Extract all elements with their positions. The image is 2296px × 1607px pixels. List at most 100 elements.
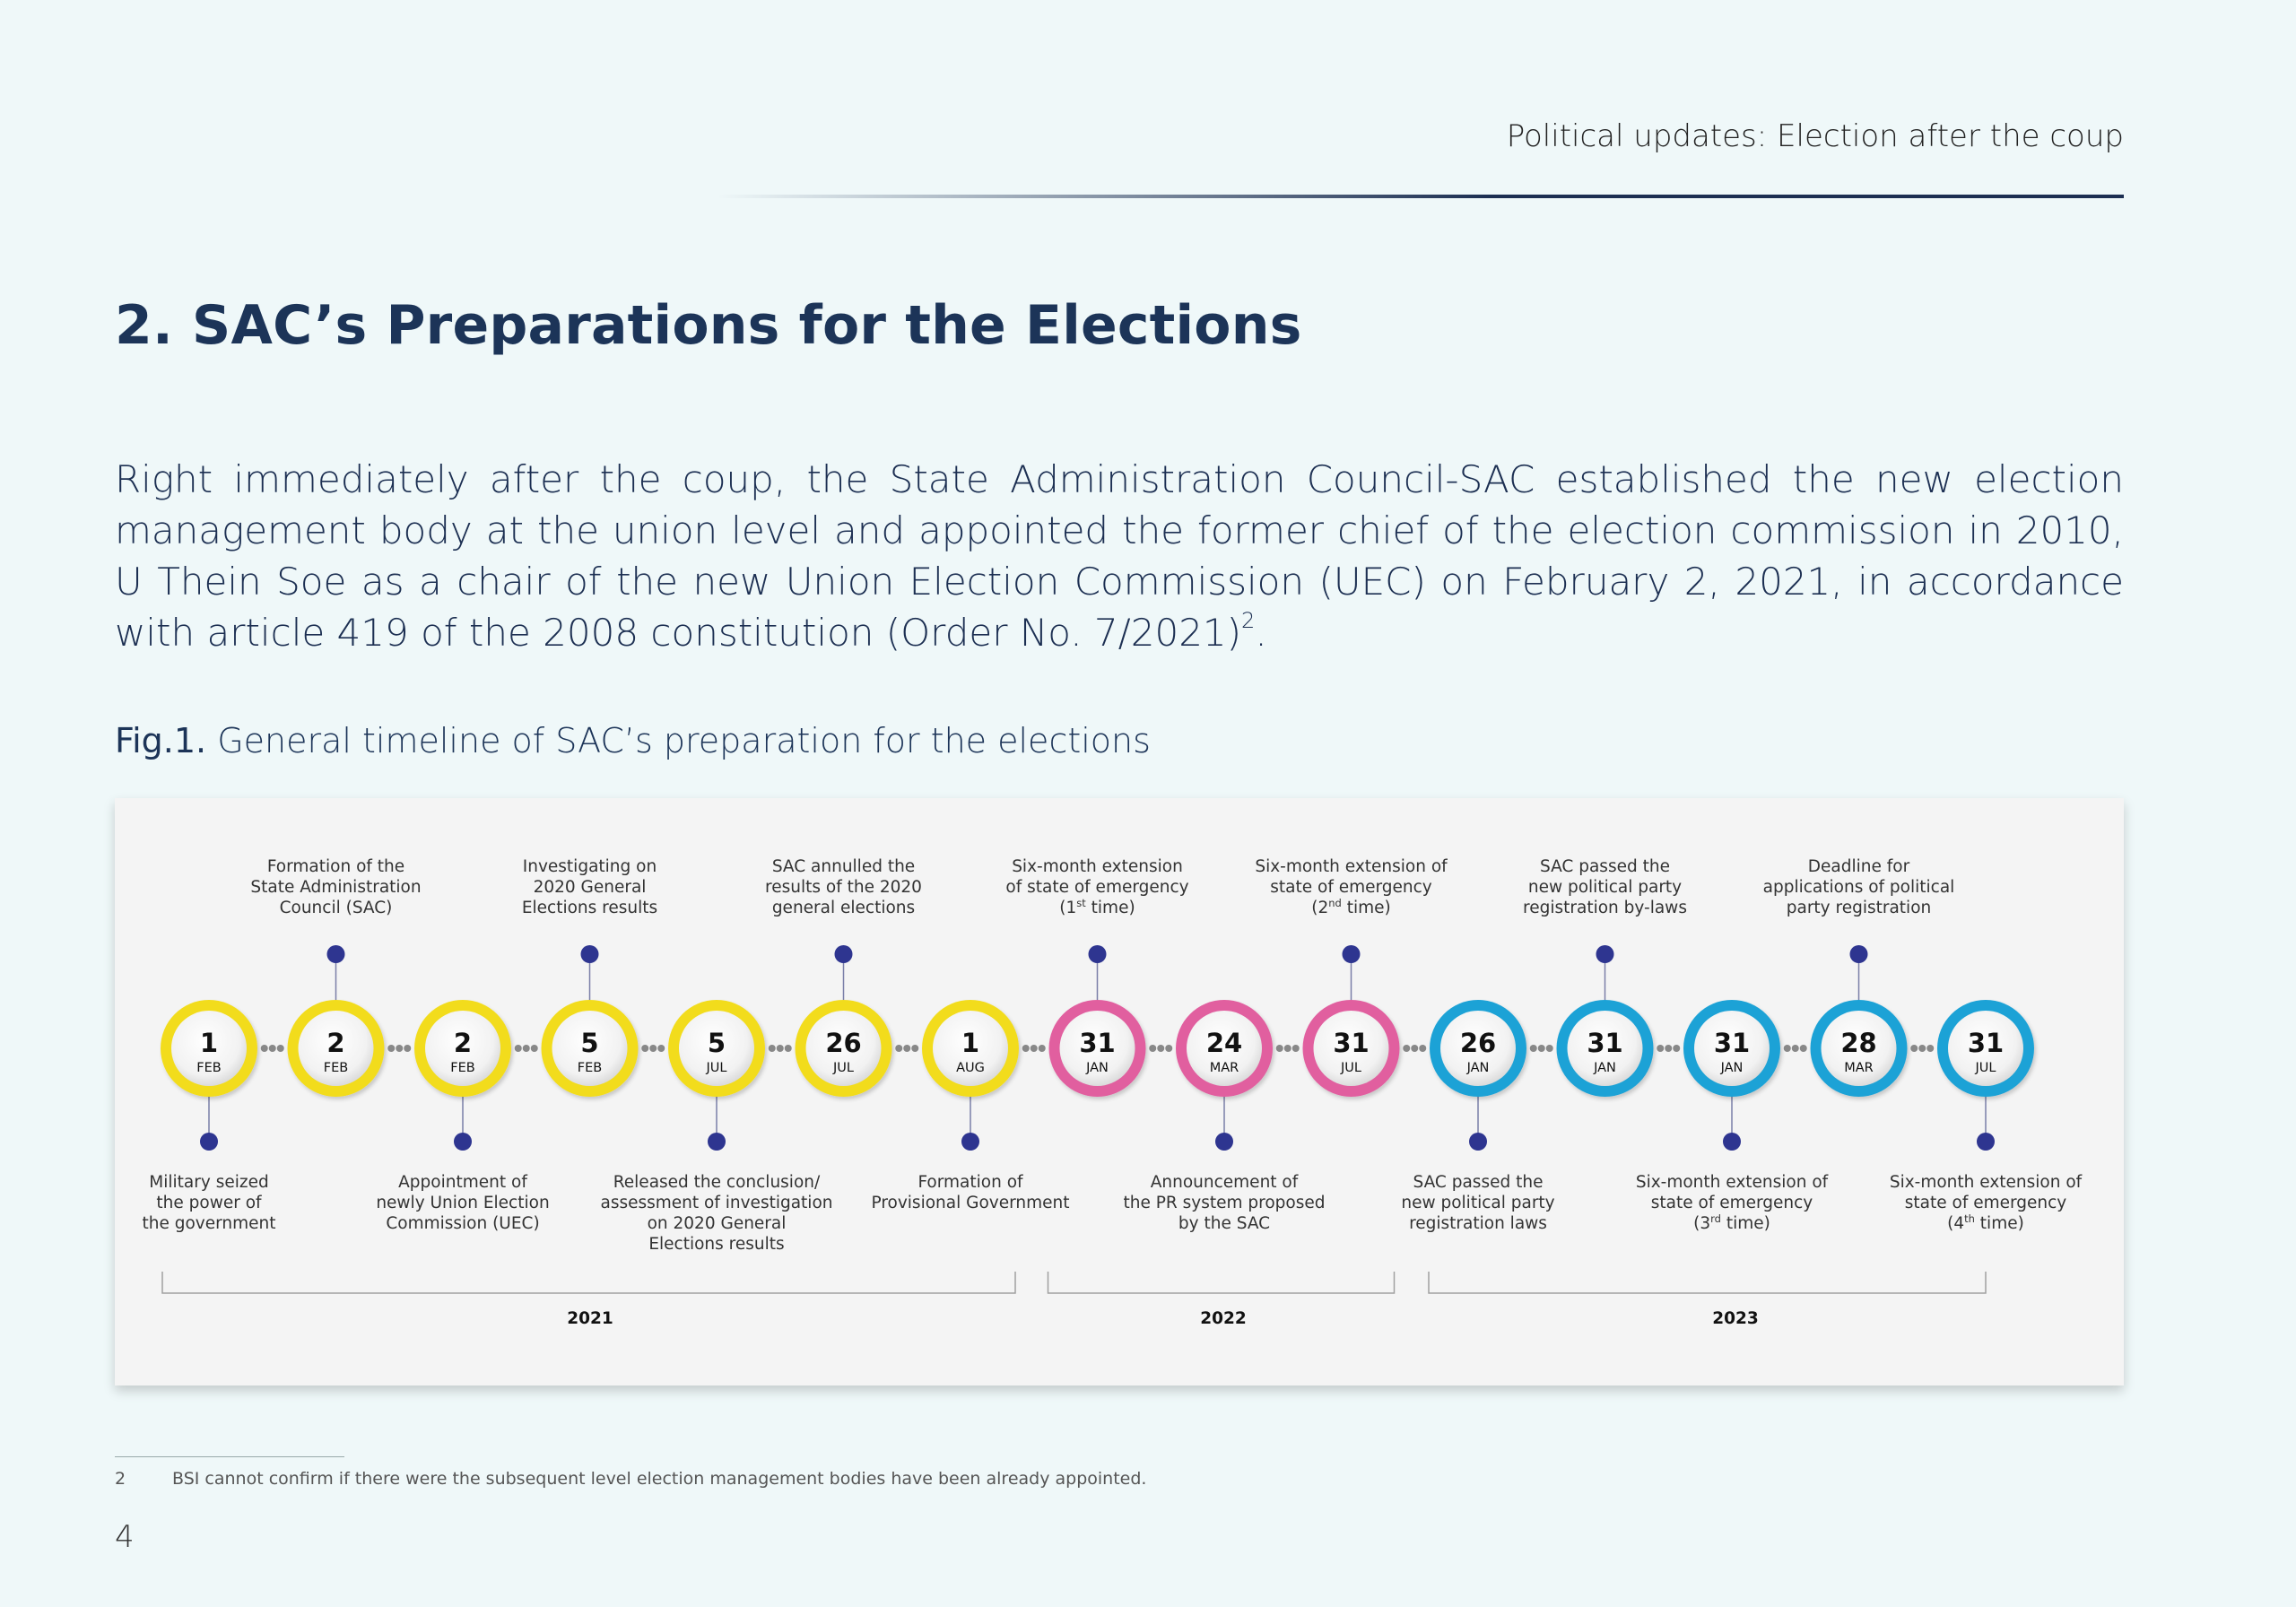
connector-dot xyxy=(260,1045,268,1052)
date-month: JAN xyxy=(1466,1061,1490,1075)
pin-dot xyxy=(1215,1133,1233,1151)
date-month: AUG xyxy=(956,1061,985,1075)
date-month: JAN xyxy=(1593,1061,1616,1075)
date-day: 31 xyxy=(1333,1028,1369,1058)
pin-dot xyxy=(454,1133,472,1151)
connector-dot xyxy=(1791,1045,1799,1052)
connector-dot xyxy=(276,1045,284,1052)
date-day: 2 xyxy=(454,1028,472,1058)
connector-dot xyxy=(1657,1045,1665,1052)
event-label: Formation of Provisional Government xyxy=(872,1173,1070,1212)
date-disc xyxy=(552,1011,628,1086)
event-label: Investigating on 2020 General Elections re… xyxy=(522,857,657,917)
connector-dot xyxy=(784,1045,792,1052)
date-month: FEB xyxy=(450,1061,474,1075)
connector-dot xyxy=(911,1045,919,1052)
event-label: Six-month extension of state of emergency… xyxy=(1890,1173,2083,1233)
connector-dot xyxy=(649,1045,657,1052)
pin-dot xyxy=(200,1133,218,1151)
event-label: SAC passed the new political party registr… xyxy=(1401,1173,1554,1233)
date-month: JUL xyxy=(1340,1061,1361,1075)
connector-dot xyxy=(404,1045,412,1052)
connector-dot xyxy=(903,1045,911,1052)
connector-dot xyxy=(530,1045,538,1052)
date-month: JAN xyxy=(1085,1061,1109,1075)
event-label: SAC annulled the results of the 2020 gener… xyxy=(765,857,922,917)
date-month: MAR xyxy=(1844,1061,1874,1075)
pin-dot xyxy=(1469,1133,1487,1151)
pin-dot xyxy=(961,1133,979,1151)
date-disc xyxy=(171,1011,247,1086)
event-label: Six-month extension of state of emergency… xyxy=(1636,1173,1829,1233)
connector-dot xyxy=(641,1045,649,1052)
connector-dot xyxy=(1918,1045,1926,1052)
connector-dot xyxy=(657,1045,665,1052)
date-day: 24 xyxy=(1206,1028,1242,1058)
date-day: 1 xyxy=(200,1028,218,1058)
pin-dot xyxy=(1088,945,1107,963)
connector-dot xyxy=(1038,1045,1046,1052)
connector-dot xyxy=(396,1045,404,1052)
connector-dot xyxy=(1149,1045,1157,1052)
date-day: 5 xyxy=(580,1028,598,1058)
connector-dot xyxy=(522,1045,530,1052)
year-label: 2022 xyxy=(1200,1309,1247,1328)
pin-dot xyxy=(1849,945,1868,963)
figure-caption-text: General timeline of SAC’s preparation fo… xyxy=(206,721,1151,760)
footnote: 2 BSI cannot confirm if there were the su… xyxy=(115,1469,1146,1489)
date-day: 31 xyxy=(1968,1028,2004,1058)
date-month: JUL xyxy=(832,1061,854,1075)
connector-dot xyxy=(1411,1045,1419,1052)
pin-dot xyxy=(1596,945,1614,963)
connector-dot xyxy=(1537,1045,1545,1052)
connector-dot xyxy=(1926,1045,1935,1052)
date-disc xyxy=(805,1011,882,1086)
page-title: 2. SAC’s Preparations for the Elections xyxy=(115,294,1302,357)
event-label: Appointment of newly Union Election Commis… xyxy=(376,1173,549,1233)
date-month: JUL xyxy=(1975,1061,1996,1075)
date-disc xyxy=(298,1011,374,1086)
pin-dot xyxy=(1977,1133,1995,1151)
date-day: 2 xyxy=(326,1028,344,1058)
date-disc xyxy=(933,1011,1008,1086)
timeline-graphic: 1 FEB Military seized the power of the gover… xyxy=(142,857,2083,1328)
event-label: Six-month extension of state of emergency… xyxy=(1005,857,1188,917)
running-header: Political updates: Election after the co… xyxy=(1506,118,2124,154)
connector-dot xyxy=(768,1045,776,1052)
date-day: 5 xyxy=(708,1028,726,1058)
date-day: 31 xyxy=(1079,1028,1115,1058)
event-label: Formation of the State Administration Coun… xyxy=(250,857,421,917)
connector-dot xyxy=(1419,1045,1427,1052)
date-disc xyxy=(1313,1011,1389,1086)
date-day: 31 xyxy=(1714,1028,1750,1058)
figure-label: Fig.1. xyxy=(115,721,207,760)
date-disc xyxy=(1440,1011,1516,1086)
connector-dot xyxy=(1292,1045,1300,1052)
connector-dot xyxy=(1275,1045,1283,1052)
header-divider xyxy=(718,195,2124,198)
footnote-text: BSI cannot confirm if there were the sub… xyxy=(172,1469,1147,1489)
connector-dot xyxy=(1673,1045,1681,1052)
year-label: 2021 xyxy=(567,1309,613,1328)
footnote-number: 2 xyxy=(115,1469,126,1489)
body-end: . xyxy=(1255,611,1267,655)
date-disc xyxy=(1694,1011,1770,1086)
date-disc xyxy=(1821,1011,1897,1086)
footnote-ref[interactable]: 2 xyxy=(1241,608,1256,633)
connector-dot xyxy=(1545,1045,1553,1052)
date-disc xyxy=(1948,1011,2023,1086)
connector-dot xyxy=(776,1045,784,1052)
date-disc xyxy=(1187,1011,1262,1086)
body-text: Right immediately after the coup, the St… xyxy=(115,457,2124,655)
date-disc xyxy=(679,1011,754,1086)
connector-dot xyxy=(514,1045,522,1052)
date-day: 26 xyxy=(1460,1028,1496,1058)
event-label: Announcement of the PR system proposed by … xyxy=(1124,1173,1326,1233)
year-bracket xyxy=(1047,1272,1396,1294)
date-month: FEB xyxy=(324,1061,348,1075)
timeline-figure: 1 FEB Military seized the power of the gover… xyxy=(115,798,2124,1385)
connector-dot xyxy=(1403,1045,1411,1052)
event-label: Deadline for applications of political par… xyxy=(1763,857,1955,917)
connector-dot xyxy=(1030,1045,1038,1052)
pin-dot xyxy=(834,945,853,963)
